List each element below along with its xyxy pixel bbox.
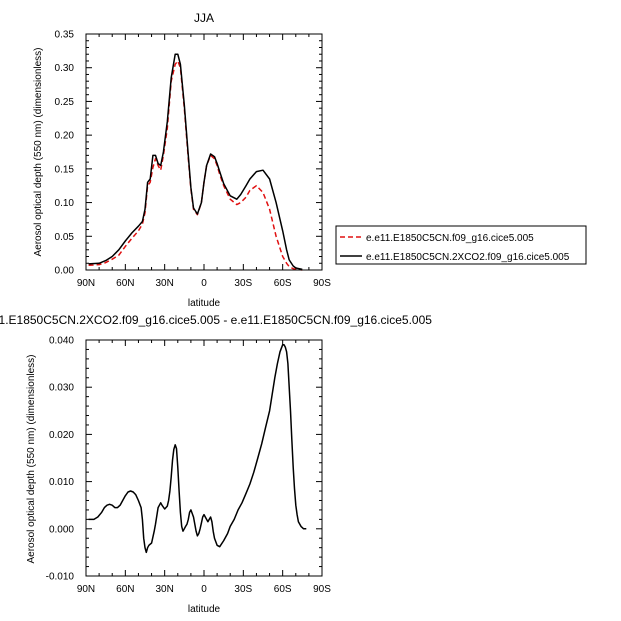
x-tick-label: 60S: [274, 278, 292, 289]
y-tick-label: 0.05: [55, 232, 75, 243]
x-tick-label: 90S: [313, 584, 331, 595]
top-x-tick-labels: 90N 60N 30N 0 30S 60S 90S: [77, 278, 331, 289]
y-tick-label: 0.000: [49, 524, 74, 535]
bottom-axis-ticks: [85, 339, 323, 577]
y-tick-label: 0.010: [49, 477, 74, 488]
x-tick-label: 0: [201, 584, 207, 595]
top-y-axis-label: Aerosol optical depth (550 nm) (dimensio…: [33, 48, 44, 257]
bottom-series-group: [88, 343, 307, 554]
x-tick-label: 90N: [77, 278, 95, 289]
x-tick-label: 0: [201, 278, 207, 289]
legend-label-control: e.e11.E1850C5CN.f09_g16.cice5.005: [366, 233, 534, 244]
series-line-control: [88, 60, 303, 271]
x-tick-label: 60N: [116, 584, 134, 595]
x-tick-label: 30N: [155, 584, 173, 595]
legend-label-2xco2: e.e11.E1850C5CN.2XCO2.f09_g16.cice5.005: [366, 252, 570, 263]
top-x-axis-label: latitude: [188, 298, 221, 309]
y-tick-label: 0.35: [55, 30, 75, 41]
y-tick-label: 0.040: [49, 336, 74, 347]
top-y-tick-labels: 0.00 0.05 0.10 0.15 0.20 0.25 0.30 0.35: [55, 30, 75, 277]
y-tick-label: 0.20: [55, 131, 75, 142]
bottom-chart-title: e.e11.E1850C5CN.2XCO2.f09_g16.cice5.005 …: [0, 313, 432, 327]
x-tick-label: 90S: [313, 278, 331, 289]
series-line-2xco2: [88, 53, 303, 271]
top-series-group: [88, 53, 303, 271]
legend: e.e11.E1850C5CN.f09_g16.cice5.005 e.e11.…: [335, 225, 587, 265]
top-panel: JJA 90N 60N 30N 0 30S 60S 90S 0.00 0.05 0.10 0.15…: [33, 11, 331, 309]
y-tick-label: 0.30: [55, 63, 75, 74]
y-tick-label: 0.030: [49, 383, 74, 394]
x-tick-label: 30N: [155, 278, 173, 289]
x-tick-label: 30S: [234, 278, 252, 289]
bottom-y-tick-labels: -0.010 0.000 0.010 0.020 0.030 0.040: [46, 336, 75, 583]
bottom-y-axis-label: Aerosol optical depth (550 nm) (dimensio…: [26, 355, 37, 564]
bottom-plot-frame: [85, 339, 323, 577]
x-tick-label: 60S: [274, 584, 292, 595]
y-tick-label: -0.010: [46, 572, 75, 583]
bottom-panel: e.e11.E1850C5CN.2XCO2.f09_g16.cice5.005 …: [0, 313, 432, 615]
series-line-difference: [88, 343, 307, 554]
x-tick-label: 30S: [234, 584, 252, 595]
legend-box: [335, 225, 587, 265]
top-chart-title: JJA: [194, 11, 214, 25]
x-tick-label: 90N: [77, 584, 95, 595]
top-axis-ticks: [85, 33, 323, 271]
y-tick-label: 0.15: [55, 164, 75, 175]
top-plot-frame: [85, 33, 323, 271]
x-tick-label: 60N: [116, 278, 134, 289]
bottom-x-axis-label: latitude: [188, 604, 221, 615]
y-tick-label: 0.00: [55, 266, 75, 277]
y-tick-label: 0.10: [55, 198, 75, 209]
y-tick-label: 0.25: [55, 97, 75, 108]
bottom-x-tick-labels: 90N 60N 30N 0 30S 60S 90S: [77, 584, 331, 595]
y-tick-label: 0.020: [49, 430, 74, 441]
